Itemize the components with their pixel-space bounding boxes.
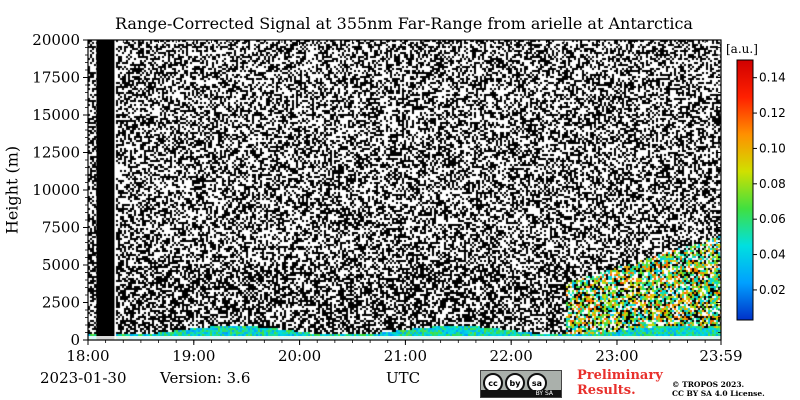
- colorbar-tick-label: 0.12: [759, 106, 786, 120]
- preliminary-line-2: Results.: [577, 383, 636, 398]
- x-tick-label: 23:00: [595, 347, 638, 365]
- y-tick-label: 17500: [32, 69, 80, 87]
- no-data-band: [96, 40, 115, 340]
- y-tick-label: 12500: [32, 144, 80, 162]
- y-tick-label: 15000: [32, 106, 80, 124]
- copyright-line-2: CC BY SA 4.0 License.: [672, 389, 765, 398]
- chart-title: Range-Corrected Signal at 355nm Far-Rang…: [115, 14, 693, 33]
- cc-strip-label: BY SA: [481, 390, 561, 397]
- x-tick-label: 21:00: [384, 347, 427, 365]
- y-tick-label: 20000: [32, 31, 80, 49]
- cc-license-badge: cc by sa BY SA: [480, 370, 562, 398]
- y-tick-label: 2500: [42, 294, 80, 312]
- x-tick-label: 19:00: [172, 347, 215, 365]
- x-tick-label: 23:59: [699, 347, 742, 365]
- y-tick-label: 5000: [42, 256, 80, 274]
- colorbar-tick-label: 0.10: [759, 141, 786, 155]
- x-tick-label: 18:00: [66, 347, 109, 365]
- colorbar-tick-label: 0.06: [759, 212, 786, 226]
- colorbar-tick-label: 0.14: [759, 71, 786, 85]
- colorbar-tick-label: 0.08: [759, 177, 786, 191]
- version-label: Version: 3.6: [160, 369, 251, 387]
- x-tick-label: 22:00: [490, 347, 533, 365]
- colorbar-tick-label: 0.04: [759, 248, 786, 262]
- x-tick-label: 20:00: [278, 347, 321, 365]
- copyright-notice: © TROPOS 2023. CC BY SA 4.0 License.: [672, 380, 765, 398]
- preliminary-notice: Preliminary Results.: [577, 368, 663, 398]
- cc-icon: cc: [483, 373, 503, 393]
- colorbar-tick-label: 0.02: [759, 283, 786, 297]
- copyright-line-1: © TROPOS 2023.: [672, 380, 745, 389]
- colorbar-unit: [a.u.]: [726, 42, 758, 56]
- y-tick-label: 10000: [32, 181, 80, 199]
- x-axis-label: UTC: [386, 369, 421, 387]
- y-tick-label: 0: [70, 331, 80, 349]
- ground-strip: [88, 336, 721, 340]
- colorbar: [736, 59, 754, 321]
- date-label: 2023-01-30: [40, 369, 127, 387]
- preliminary-line-1: Preliminary: [577, 368, 663, 383]
- y-tick-label: 7500: [42, 219, 80, 237]
- signal-field: [88, 40, 721, 340]
